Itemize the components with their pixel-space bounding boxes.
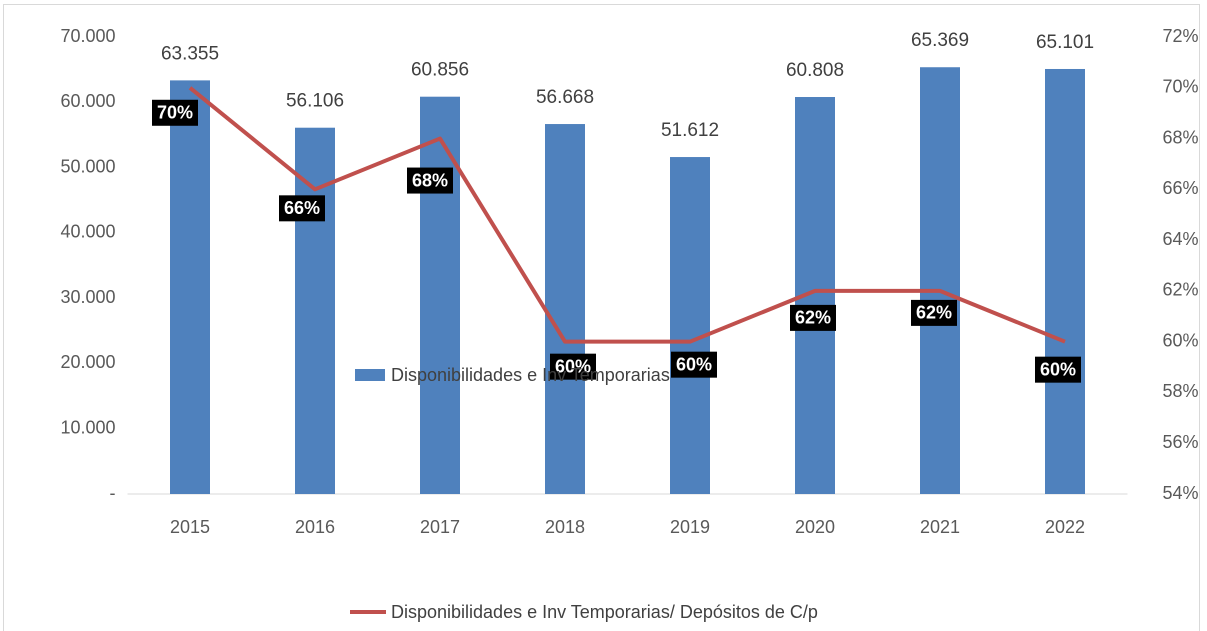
y2-tick-label: 68% (1162, 127, 1198, 147)
bar-value-label: 60.808 (786, 60, 844, 81)
bar (420, 96, 460, 494)
point-label-box (911, 299, 957, 326)
chart-frame (3, 4, 1200, 631)
y2-tick-label: 54% (1162, 483, 1198, 503)
point-value-label: 62% (916, 303, 952, 323)
y-tick-label: 30.000 (60, 287, 115, 307)
y2-tick-label: 58% (1162, 381, 1198, 401)
y-tick-label: 10.000 (60, 417, 115, 437)
y-tick-label: 40.000 (60, 222, 115, 242)
legend-label: Disponibilidades e Inv Temporarias/ Depó… (391, 602, 818, 622)
point-value-label: 60% (1040, 359, 1076, 379)
point-label-box (550, 353, 596, 380)
point-label-box (407, 167, 453, 194)
x-tick-label: 2022 (1045, 517, 1085, 537)
y2-tick-label: 66% (1162, 178, 1198, 198)
y-tick-label: - (110, 483, 116, 503)
line (188, 86, 1066, 344)
y2-tick-label: 72% (1162, 26, 1198, 46)
point-label-box (790, 304, 836, 331)
bar (170, 80, 210, 494)
y-tick-label: 60.000 (60, 91, 115, 111)
point-value-label: 68% (412, 170, 448, 190)
bar (920, 67, 960, 494)
x-tick-label: 2016 (295, 517, 335, 537)
x-tick-label: 2021 (920, 517, 960, 537)
point-value-label: 70% (157, 103, 193, 123)
y-tick-label: 50.000 (60, 156, 115, 176)
y2-tick-label: 64% (1162, 229, 1198, 249)
point-label-box (152, 99, 198, 126)
point-value-label: 62% (795, 308, 831, 328)
legend-label: Disponibilidades e Inv Temporarias (391, 365, 670, 385)
bar-value-label: 51.612 (661, 120, 719, 141)
y2-tick-label: 56% (1162, 432, 1198, 452)
bar-value-label: 56.106 (286, 91, 344, 112)
point-value-label: 60% (676, 354, 712, 374)
bar-value-label: 65.369 (911, 30, 969, 51)
y-tick-label: 20.000 (60, 352, 115, 372)
bar-value-label: 63.355 (161, 43, 219, 64)
x-tick-label: 2019 (670, 517, 710, 537)
x-tick-label: 2015 (170, 517, 210, 537)
x-tick-label: 2020 (795, 517, 835, 537)
y2-tick-label: 60% (1162, 330, 1198, 350)
y2-tick-label: 62% (1162, 280, 1198, 300)
point-value-label: 60% (555, 356, 591, 376)
point-label-box (1035, 356, 1081, 383)
bar-value-label: 60.856 (411, 60, 469, 81)
point-label-box (671, 351, 717, 378)
bar (1045, 68, 1085, 495)
x-tick-label: 2018 (545, 517, 585, 537)
bar-value-label: 56.668 (536, 87, 594, 108)
legend-swatch (355, 369, 385, 381)
y-tick-label: 70.000 (60, 26, 115, 46)
point-value-label: 66% (284, 198, 320, 218)
bar-value-label: 65.101 (1036, 32, 1094, 53)
point-label-box (279, 195, 325, 222)
bar (670, 157, 710, 495)
x-tick-label: 2017 (420, 517, 460, 537)
y2-tick-label: 70% (1162, 77, 1198, 97)
bar (545, 124, 585, 495)
